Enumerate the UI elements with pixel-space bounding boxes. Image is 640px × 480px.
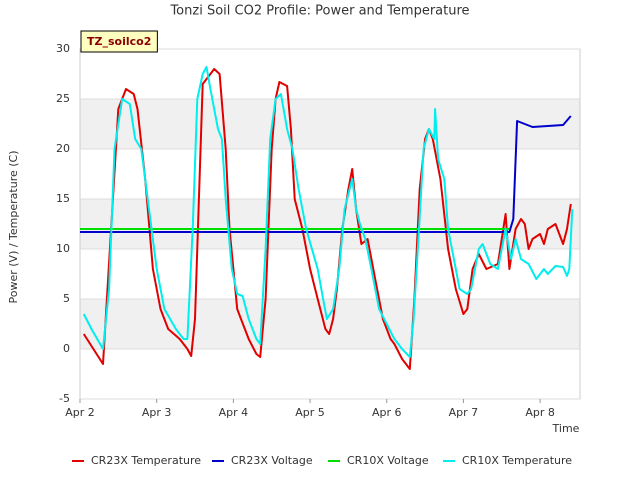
- x-tick-label: Apr 8: [525, 406, 555, 419]
- y-tick-label: 25: [56, 92, 70, 105]
- y-tick-label: 5: [63, 292, 70, 305]
- legend-label: CR23X Voltage: [231, 454, 313, 467]
- band: [80, 99, 580, 149]
- x-tick-label: Apr 6: [372, 406, 402, 419]
- series-line: [80, 115, 572, 233]
- legend-label: CR23X Temperature: [91, 454, 201, 467]
- y-tick-label: 0: [63, 342, 70, 355]
- annotation: TZ_soilco2: [87, 35, 151, 48]
- band: [80, 199, 580, 249]
- x-tick-label: Apr 5: [295, 406, 325, 419]
- x-tick-label: Apr 4: [219, 406, 249, 419]
- y-tick-label: 30: [56, 42, 70, 55]
- chart-title: Tonzi Soil CO2 Profile: Power and Temper…: [169, 4, 469, 19]
- x-tick-label: Apr 2: [65, 406, 95, 419]
- x-axis-label: Time: [552, 422, 580, 435]
- y-tick-label: 15: [56, 192, 70, 205]
- annotation-box: [80, 30, 158, 53]
- y-axis-label: Power (V) / Temperature (C): [7, 150, 20, 303]
- legend-label: CR10X Temperature: [462, 454, 572, 467]
- x-tick-label: Apr 3: [142, 406, 172, 419]
- x-tick-label: Apr 7: [449, 406, 479, 419]
- legend-label: CR10X Voltage: [347, 454, 429, 467]
- y-tick-label: 10: [56, 242, 70, 255]
- y-tick-label: 20: [56, 142, 70, 155]
- y-tick-label: -5: [59, 392, 70, 405]
- series-line: [82, 66, 574, 358]
- band: [80, 299, 580, 349]
